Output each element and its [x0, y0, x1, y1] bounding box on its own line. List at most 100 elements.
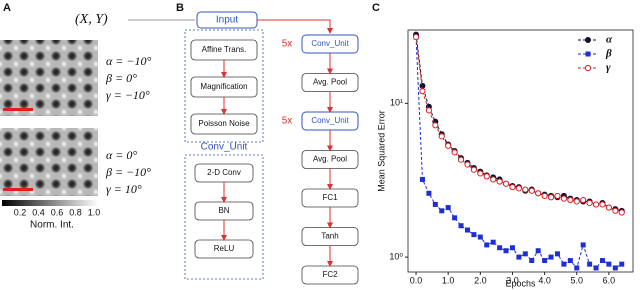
marker [528, 187, 535, 194]
group-box [184, 29, 264, 143]
legend-label: β [605, 48, 612, 60]
marker [529, 258, 535, 264]
marker [606, 261, 612, 267]
marker [587, 261, 593, 267]
marker [458, 223, 464, 229]
marker [586, 199, 593, 207]
marker [452, 215, 458, 221]
x-tick-label: 6.0 [603, 275, 616, 285]
series-line [415, 37, 623, 269]
marker [477, 170, 484, 177]
image [0, 128, 98, 196]
node-label: Tanh [321, 232, 338, 241]
node-label: Magnification [200, 82, 247, 91]
x-tick-label: 2.0 [474, 275, 487, 285]
marker [419, 82, 426, 89]
node-label: FC2 [322, 270, 338, 279]
marker [573, 198, 580, 205]
x-tick-label: 4.0 [538, 275, 551, 285]
node-label: Conv_Unit [311, 39, 349, 48]
marker [605, 204, 612, 211]
panel-label: C [372, 2, 380, 14]
marker [554, 251, 560, 257]
node-label: BN [218, 206, 229, 215]
marker [432, 201, 438, 207]
marker [471, 232, 477, 238]
marker [548, 254, 554, 260]
colorbar-tick: 0.6 [51, 207, 64, 217]
marker [496, 178, 503, 185]
marker [567, 258, 573, 264]
node-label: FC1 [322, 193, 338, 202]
marker [612, 265, 618, 271]
node-label: Input [216, 15, 238, 26]
colorbar-tick: 0.2 [14, 207, 27, 217]
marker [484, 242, 490, 248]
marker [412, 33, 420, 41]
marker [567, 196, 574, 204]
marker [451, 149, 458, 156]
marker [560, 195, 567, 202]
angle-label: γ = 10° [106, 182, 142, 196]
node-label: Poisson Noise [198, 119, 250, 128]
marker [490, 176, 497, 183]
repeat-label: 5x [282, 39, 293, 50]
marker [522, 186, 529, 193]
marker [419, 176, 425, 182]
marker [509, 184, 516, 191]
image [0, 40, 98, 116]
marker [490, 239, 496, 245]
marker [477, 234, 483, 240]
node-label: ReLU [214, 244, 235, 253]
angle-label: β = 0° [105, 71, 137, 85]
marker [438, 133, 445, 140]
colorbar-tick: 1.0 [88, 207, 101, 217]
marker [599, 201, 606, 208]
marker [464, 227, 470, 233]
colorbar-tick: 0.4 [32, 207, 45, 217]
marker [509, 245, 515, 251]
marker [535, 190, 542, 197]
x-tick-label: 5.0 [570, 275, 583, 285]
angle-label: β = −10° [105, 165, 151, 179]
marker [515, 185, 522, 192]
panel-label: B [176, 2, 184, 14]
y-tick-label: 10¹ [390, 98, 403, 108]
marker [483, 173, 490, 180]
marker [445, 205, 451, 211]
marker [502, 180, 510, 187]
marker [618, 209, 625, 216]
marker [470, 166, 477, 173]
x-tick-label: 0.0 [410, 275, 423, 285]
marker [554, 192, 561, 200]
panel-label: A [3, 2, 11, 14]
marker [497, 245, 503, 251]
marker [592, 201, 600, 208]
marker [612, 207, 619, 214]
marker [541, 192, 548, 200]
angle-label: γ = −10° [106, 88, 150, 102]
marker [585, 37, 591, 43]
marker [585, 51, 591, 57]
marker [503, 248, 509, 254]
marker [619, 261, 625, 267]
legend-label: α [606, 34, 613, 46]
group-title: Conv_Unit [201, 142, 248, 153]
marker [445, 142, 452, 149]
marker [580, 196, 587, 204]
node-label: Affine Trans. [202, 45, 247, 54]
repeat-label: 5x [282, 116, 293, 127]
arrow [257, 19, 333, 34]
group-box [184, 154, 264, 280]
plot-area [407, 29, 634, 273]
marker [457, 156, 465, 163]
angle-label: α = −10° [106, 54, 151, 68]
colorbar-label: Norm. Int. [30, 220, 74, 231]
coordinate-label: (X, Y) [75, 12, 108, 27]
y-tick-label: 10⁰ [389, 251, 403, 261]
marker [547, 194, 555, 201]
x-tick-label: 3.0 [506, 275, 519, 285]
marker [542, 258, 548, 264]
marker [535, 248, 541, 254]
